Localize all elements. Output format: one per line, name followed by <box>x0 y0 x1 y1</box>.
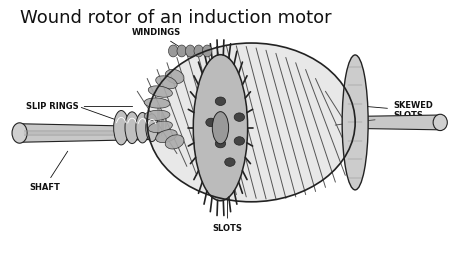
Ellipse shape <box>165 135 184 149</box>
Polygon shape <box>19 124 152 142</box>
Ellipse shape <box>225 158 235 166</box>
Text: SLOTS: SLOTS <box>213 198 243 233</box>
Text: SHAFT: SHAFT <box>29 151 68 192</box>
Ellipse shape <box>144 98 170 108</box>
Ellipse shape <box>156 76 177 89</box>
Ellipse shape <box>125 112 139 144</box>
Text: Wound rotor of an induction motor: Wound rotor of an induction motor <box>19 9 331 27</box>
Ellipse shape <box>202 45 212 57</box>
Ellipse shape <box>148 86 173 97</box>
Ellipse shape <box>114 110 129 145</box>
Text: SKEWED
SLOTS: SKEWED SLOTS <box>339 101 433 120</box>
Ellipse shape <box>146 114 158 142</box>
Ellipse shape <box>234 137 245 145</box>
Ellipse shape <box>177 45 186 57</box>
Ellipse shape <box>193 55 247 201</box>
Ellipse shape <box>433 114 447 131</box>
Ellipse shape <box>342 55 368 190</box>
Ellipse shape <box>165 69 184 84</box>
Ellipse shape <box>12 123 27 143</box>
Ellipse shape <box>212 112 228 144</box>
Ellipse shape <box>148 121 173 132</box>
Text: SLIP RINGS: SLIP RINGS <box>26 102 133 111</box>
Ellipse shape <box>215 139 226 148</box>
Text: WINDINGS: WINDINGS <box>132 28 192 55</box>
Ellipse shape <box>144 110 170 120</box>
Ellipse shape <box>215 97 226 106</box>
Ellipse shape <box>185 45 195 57</box>
Ellipse shape <box>136 113 149 143</box>
Ellipse shape <box>234 113 245 121</box>
Ellipse shape <box>147 43 355 202</box>
Ellipse shape <box>156 130 177 143</box>
Ellipse shape <box>168 45 178 57</box>
Polygon shape <box>350 115 440 130</box>
Ellipse shape <box>206 118 216 127</box>
Ellipse shape <box>194 45 203 57</box>
